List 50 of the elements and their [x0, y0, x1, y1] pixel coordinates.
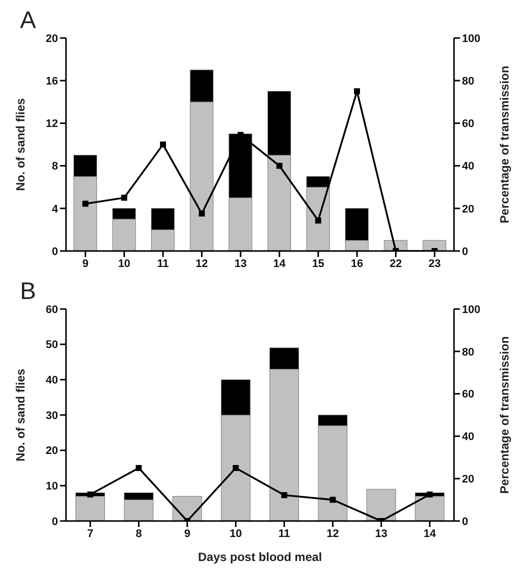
y-tick-label: 20: [46, 445, 58, 458]
y2-tick-label: 60: [462, 388, 474, 401]
y-tick-label: 0: [52, 246, 58, 258]
y-tick-label: 4: [52, 203, 59, 216]
y2-tick-label: 20: [462, 474, 474, 486]
y-axis-title: No. of sand flies: [13, 98, 28, 191]
y2-tick-label: 100: [462, 32, 480, 45]
x-tick-label: 12: [326, 528, 339, 540]
x-tick-label: 10: [118, 258, 130, 270]
y2-tick-label: 20: [462, 203, 474, 216]
x-axis-title: Days post blood meal: [198, 550, 322, 564]
y-axis-title: No. of sand flies: [13, 368, 28, 462]
x-tick-label: 14: [424, 528, 437, 540]
y-tick-label: 0: [52, 516, 58, 528]
y-tick-label: 10: [46, 480, 58, 493]
y-tick-label: 40: [46, 374, 58, 387]
y2-axis-title: Percentage of transmission: [497, 66, 512, 224]
x-tick-label: 13: [234, 258, 247, 270]
x-tick-label: 12: [196, 258, 208, 270]
y2-tick-label: 0: [462, 516, 468, 528]
y-tick-label: 50: [46, 339, 58, 352]
y-tick-label: 20: [46, 32, 58, 45]
y2-tick-label: 100: [462, 304, 480, 316]
y2-axis-title: Percentage of transmission: [497, 336, 512, 494]
y2-tick-label: 40: [462, 431, 474, 444]
chart-title: A: [20, 7, 38, 34]
y2-tick-label: 80: [462, 346, 474, 358]
y-tick-label: 8: [52, 160, 58, 173]
y-tick-label: 12: [46, 118, 58, 130]
x-tick-label: 23: [428, 258, 441, 270]
y2-tick-label: 40: [462, 160, 474, 173]
x-tick-label: 15: [312, 258, 324, 270]
x-tick-label: 9: [184, 528, 190, 540]
x-tick-label: 22: [390, 258, 402, 270]
x-tick-label: 11: [278, 528, 290, 540]
x-tick-label: 7: [87, 528, 94, 540]
x-tick-label: 8: [136, 528, 142, 540]
x-tick-label: 16: [350, 258, 364, 270]
x-tick-label: 14: [273, 258, 286, 270]
chart-title: B: [20, 278, 38, 305]
y2-tick-label: 60: [462, 118, 474, 130]
x-tick-label: 9: [82, 258, 88, 270]
x-tick-label: 13: [375, 528, 388, 540]
y2-tick-label: 80: [462, 76, 474, 88]
x-tick-label: 11: [157, 258, 169, 270]
y2-tick-label: 0: [462, 246, 468, 258]
x-tick-label: 10: [230, 528, 242, 540]
y-tick-label: 16: [46, 76, 58, 88]
y-tick-label: 60: [46, 304, 58, 316]
y-tick-label: 30: [46, 410, 58, 422]
